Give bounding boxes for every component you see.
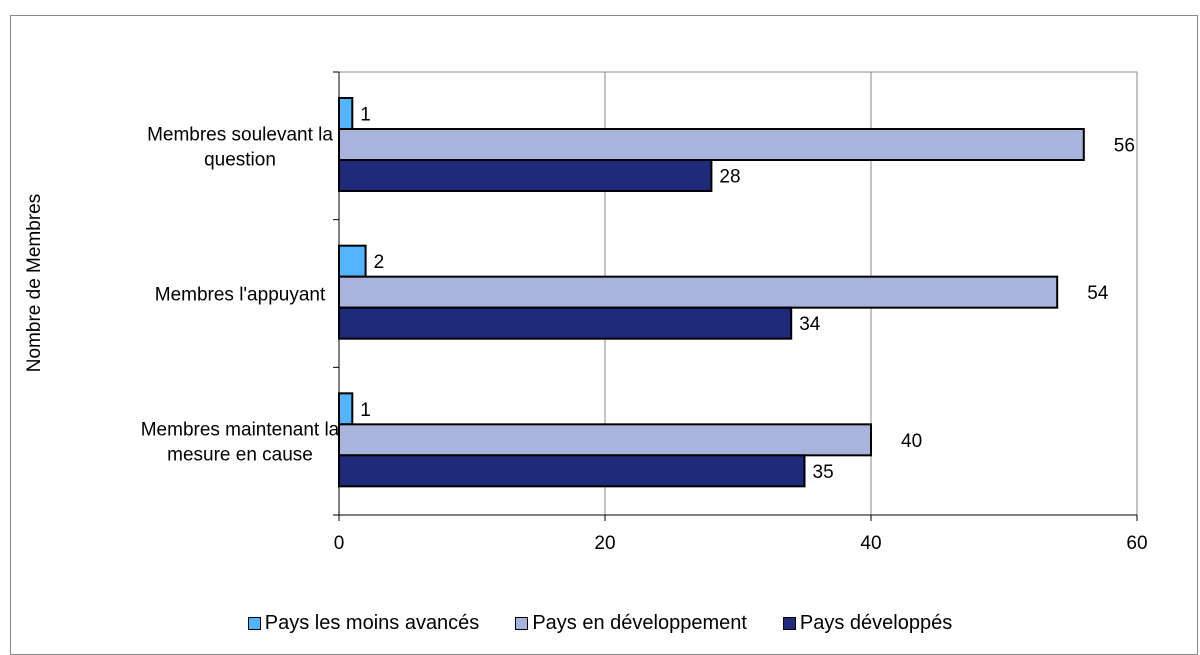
category-label: Membres soulevant la — [147, 124, 333, 145]
bar — [338, 423, 872, 457]
bar — [338, 128, 1085, 161]
data-label: 2 — [374, 252, 385, 273]
legend-label: Pays les moins avancés — [264, 612, 480, 634]
y-axis-title: Nombre de Membres — [24, 193, 45, 373]
bar — [338, 306, 793, 340]
x-tick-label: 0 — [334, 533, 345, 554]
data-label: 40 — [901, 431, 922, 452]
legend-swatch — [515, 617, 529, 630]
data-label: 54 — [1087, 283, 1109, 304]
data-label: 1 — [360, 105, 371, 126]
category-label: mesure en cause — [167, 445, 313, 466]
data-label: 34 — [799, 314, 821, 335]
legend-item: Pays en développement — [515, 612, 747, 635]
legend-swatch — [782, 617, 796, 630]
category-label: question — [204, 149, 276, 170]
bar — [338, 392, 354, 426]
data-label: 1 — [360, 400, 371, 421]
category-label: Membres maintenant la — [141, 420, 340, 441]
bar — [338, 159, 713, 192]
x-tick-label: 40 — [860, 533, 881, 554]
data-label: 35 — [813, 462, 834, 483]
data-label: 56 — [1114, 136, 1135, 157]
legend-swatch — [247, 617, 261, 630]
data-label: 28 — [719, 167, 740, 188]
legend-label: Pays développés — [799, 612, 953, 634]
x-tick-label: 20 — [594, 533, 615, 554]
bar — [338, 454, 806, 488]
bar — [338, 275, 1059, 309]
bar — [338, 244, 367, 278]
bar — [338, 97, 354, 130]
legend-item: Pays développés — [782, 612, 953, 635]
legend: Pays les moins avancés Pays en développem… — [0, 612, 1200, 635]
legend-label: Pays en développement — [532, 612, 747, 634]
category-label: Membres l'appuyant — [155, 285, 326, 306]
legend-item: Pays les moins avancés — [247, 612, 480, 635]
x-tick-label: 60 — [1126, 533, 1147, 554]
